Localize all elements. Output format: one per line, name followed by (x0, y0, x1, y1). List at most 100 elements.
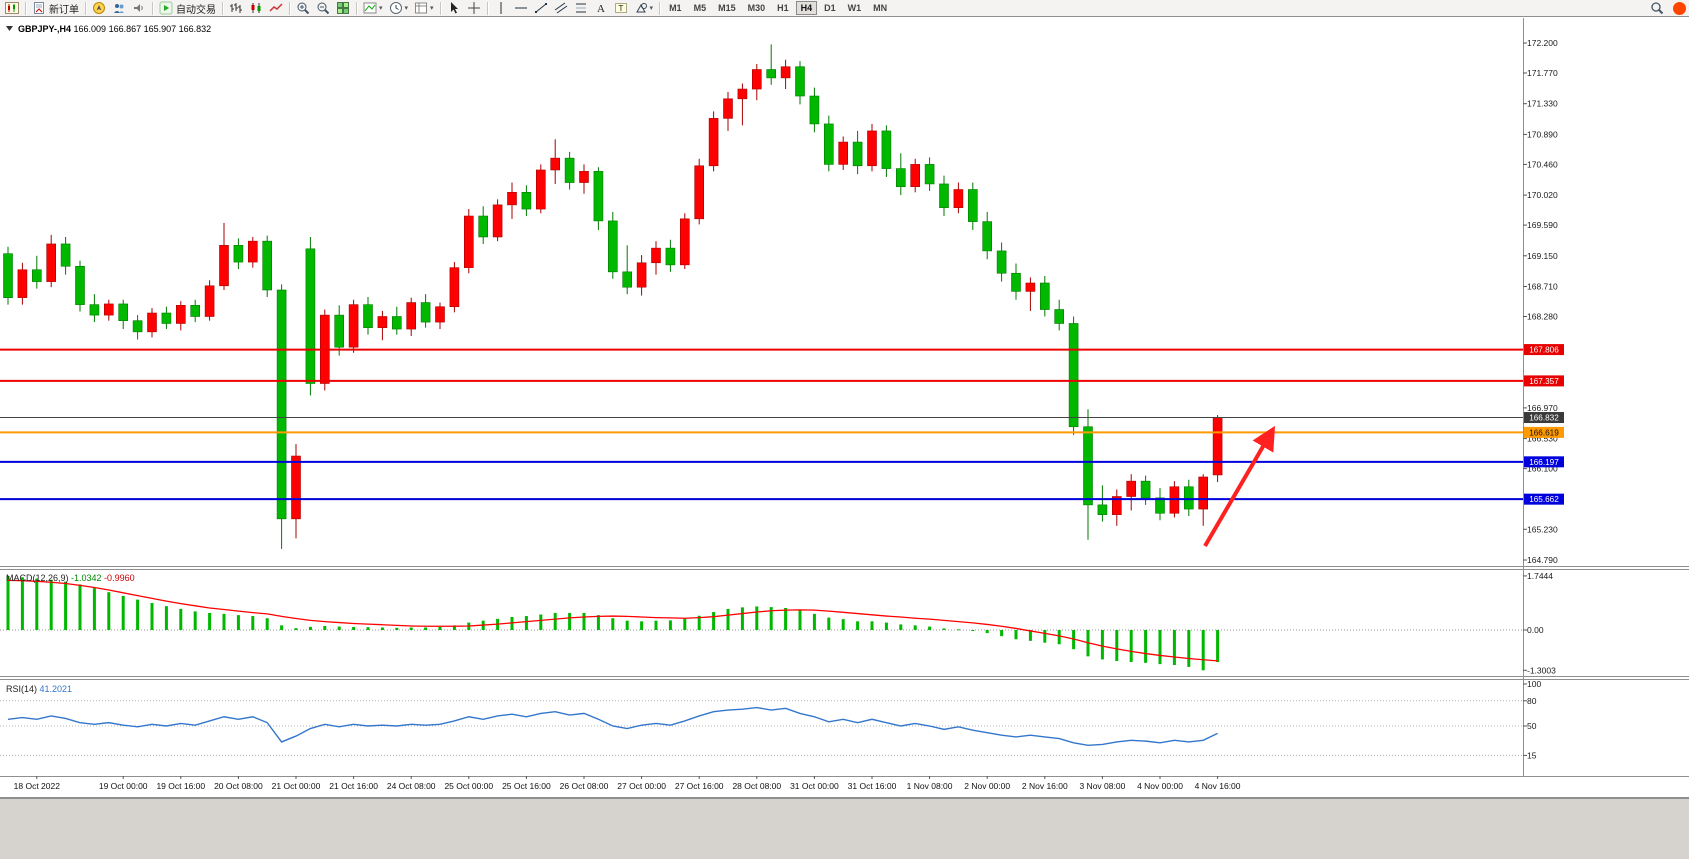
fibonacci-button[interactable] (572, 0, 590, 16)
trendline-icon (534, 1, 548, 15)
timeframe-MN[interactable]: MN (873, 3, 888, 13)
zoom-out-button[interactable] (314, 0, 332, 16)
timeframe-M1[interactable]: M1 (669, 3, 682, 13)
svg-text:171.330: 171.330 (1527, 99, 1558, 109)
svg-text:168.280: 168.280 (1527, 312, 1558, 322)
new-order-button[interactable]: 新订单 (30, 0, 81, 16)
notification-badge[interactable] (1673, 1, 1686, 15)
svg-text:166.970: 166.970 (1527, 403, 1558, 413)
timeframe-M5[interactable]: M5 (693, 3, 707, 13)
new-order-icon (32, 1, 46, 15)
timeframe-M30[interactable]: M30 (747, 3, 766, 13)
users-icon (112, 1, 126, 15)
symbol-title: GBPJPY-,H4 166.009 166.867 165.907 166.8… (18, 24, 211, 34)
svg-text:25 Oct 00:00: 25 Oct 00:00 (444, 781, 493, 791)
channel-button[interactable] (552, 0, 570, 16)
svg-text:1.7444: 1.7444 (1527, 571, 1553, 581)
svg-text:2 Nov 00:00: 2 Nov 00:00 (964, 781, 1010, 791)
candles-icon (249, 1, 263, 15)
symbol-ohlc-label: GBPJPY-,H4 166.009 166.867 165.907 166.8… (6, 24, 211, 34)
toolbar-separator (486, 1, 488, 15)
crosshair-button[interactable] (465, 0, 483, 16)
arrows-button[interactable]: ▾ (632, 0, 656, 16)
price-badge-166.197: 166.197 (1524, 456, 1564, 468)
chevron-down-icon: ▾ (404, 5, 409, 12)
macd-label: MACD(12,26,9) -1.0342 -0.9960 (6, 573, 135, 583)
new-order-button-label: 新订单 (49, 4, 79, 16)
svg-text:3 Nov 08:00: 3 Nov 08:00 (1079, 781, 1125, 791)
macd-signal-line (7, 579, 1218, 662)
trendline-button[interactable] (532, 0, 550, 16)
indicators-button[interactable]: ▾ (361, 0, 385, 16)
price-axis[interactable]: 172.200 171.770 171.330 170.890 170.460 170.0… (1523, 38, 1564, 565)
crosshair-icon (467, 1, 481, 15)
svg-text:165.662: 165.662 (1529, 495, 1559, 504)
svg-text:26 Oct 08:00: 26 Oct 08:00 (560, 781, 609, 791)
tile-windows-button[interactable] (334, 0, 352, 16)
svg-text:21 Oct 16:00: 21 Oct 16:00 (329, 781, 378, 791)
horizontal-line-button[interactable] (512, 0, 530, 16)
timeframe-D1[interactable]: D1 (824, 3, 836, 13)
svg-text:169.590: 169.590 (1527, 220, 1558, 230)
text-a-icon: A (594, 1, 608, 15)
svg-text:25 Oct 16:00: 25 Oct 16:00 (502, 781, 551, 791)
magnifier-icon (1650, 1, 1664, 15)
chart-window-button[interactable] (3, 0, 21, 16)
cursor-button[interactable] (445, 0, 463, 16)
svg-text:166.619: 166.619 (1529, 428, 1559, 437)
speaker-icon (132, 1, 146, 15)
toolbar-separator (85, 1, 86, 15)
chart-menu-arrow-icon[interactable] (6, 26, 13, 31)
svg-text:31 Oct 16:00: 31 Oct 16:00 (848, 781, 897, 791)
svg-text:19 Oct 00:00: 19 Oct 00:00 (99, 781, 148, 791)
svg-text:167.357: 167.357 (1529, 377, 1559, 386)
text-label-button[interactable]: T (612, 0, 630, 16)
fibo-icon (574, 1, 588, 15)
cursor-icon (447, 1, 461, 15)
metaeditor-button[interactable] (90, 0, 108, 16)
price-badge-166.832: 166.832 (1524, 412, 1564, 424)
candlestick-chart-button[interactable] (247, 0, 265, 16)
svg-text:166.530: 166.530 (1527, 434, 1558, 444)
hline-icon (514, 1, 528, 15)
svg-text:A: A (597, 3, 605, 15)
timeframe-H1[interactable]: H1 (777, 3, 789, 13)
compass-icon (92, 1, 106, 15)
indicator-icon (363, 1, 377, 15)
svg-text:2 Nov 16:00: 2 Nov 16:00 (1022, 781, 1068, 791)
line-chart-button[interactable] (267, 0, 285, 16)
timeframe-M15[interactable]: M15 (718, 3, 736, 13)
svg-text:20 Oct 08:00: 20 Oct 08:00 (214, 781, 263, 791)
timeframe-W1[interactable]: W1 (847, 3, 862, 13)
svg-text:170.460: 170.460 (1527, 159, 1558, 169)
toolbar-separator (289, 1, 290, 15)
price-badge-166.619: 166.619 (1524, 426, 1564, 438)
svg-text:167.806: 167.806 (1529, 346, 1559, 355)
text-button[interactable]: A (592, 0, 610, 16)
time-axis[interactable]: 18 Oct 2022 19 Oct 00:00 19 Oct 16:00 20 Oc… (14, 776, 1241, 791)
periods-button[interactable]: ▾ (387, 0, 411, 16)
svg-text:19 Oct 16:00: 19 Oct 16:00 (156, 781, 205, 791)
timeframe-H4[interactable]: H4 (795, 1, 818, 15)
rsi-line (7, 706, 1218, 747)
trend-arrow[interactable] (1203, 425, 1276, 548)
svg-text:31 Oct 00:00: 31 Oct 00:00 (790, 781, 839, 791)
search-button[interactable] (1648, 0, 1666, 16)
macd-panel: 1.7444 0.00 -1.3003 MACD(12,26,9) -1.0342 -… (6, 571, 1556, 675)
bar-chart-button[interactable] (227, 0, 245, 16)
toolbar-separator (25, 1, 26, 15)
chart-window: 172.200 171.770 171.330 170.890 170.460 170.0… (0, 18, 1689, 798)
community-button[interactable] (110, 0, 128, 16)
autotrading-button[interactable]: 自动交易 (157, 0, 218, 16)
toolbar-separator (439, 1, 441, 15)
svg-text:T: T (618, 4, 623, 13)
alerts-button[interactable] (130, 0, 148, 16)
zoom-in-button[interactable] (294, 0, 312, 16)
autotrading-button-label: 自动交易 (176, 4, 216, 16)
svg-text:0.00: 0.00 (1527, 625, 1544, 635)
svg-text:169.150: 169.150 (1527, 251, 1558, 261)
vertical-line-button[interactable] (492, 0, 510, 16)
chevron-down-icon: ▾ (379, 5, 383, 12)
templates-button[interactable]: ▾ (412, 0, 436, 16)
gbpjpy-h4-chart[interactable]: 172.200 171.770 171.330 170.890 170.460 170.0… (0, 18, 1689, 798)
